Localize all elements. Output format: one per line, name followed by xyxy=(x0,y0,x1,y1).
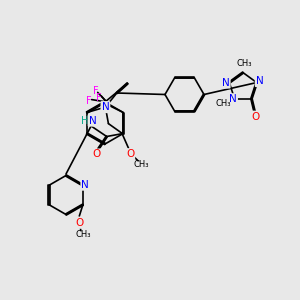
Text: N: N xyxy=(229,94,237,104)
Text: N: N xyxy=(222,78,230,88)
Text: CH₃: CH₃ xyxy=(134,160,149,169)
Text: F: F xyxy=(86,95,92,106)
Text: O: O xyxy=(252,112,260,122)
Text: N: N xyxy=(81,180,89,190)
Text: F: F xyxy=(93,85,99,96)
Text: CH₃: CH₃ xyxy=(75,230,91,239)
Text: CH₃: CH₃ xyxy=(215,99,231,108)
Text: O: O xyxy=(75,218,83,228)
Text: H: H xyxy=(81,116,88,126)
Text: F: F xyxy=(96,93,102,103)
Text: CH₃: CH₃ xyxy=(237,58,252,68)
Text: N: N xyxy=(101,102,109,112)
Text: O: O xyxy=(93,149,101,160)
Text: N: N xyxy=(256,76,264,86)
Text: O: O xyxy=(126,149,134,159)
Text: N: N xyxy=(89,116,97,126)
